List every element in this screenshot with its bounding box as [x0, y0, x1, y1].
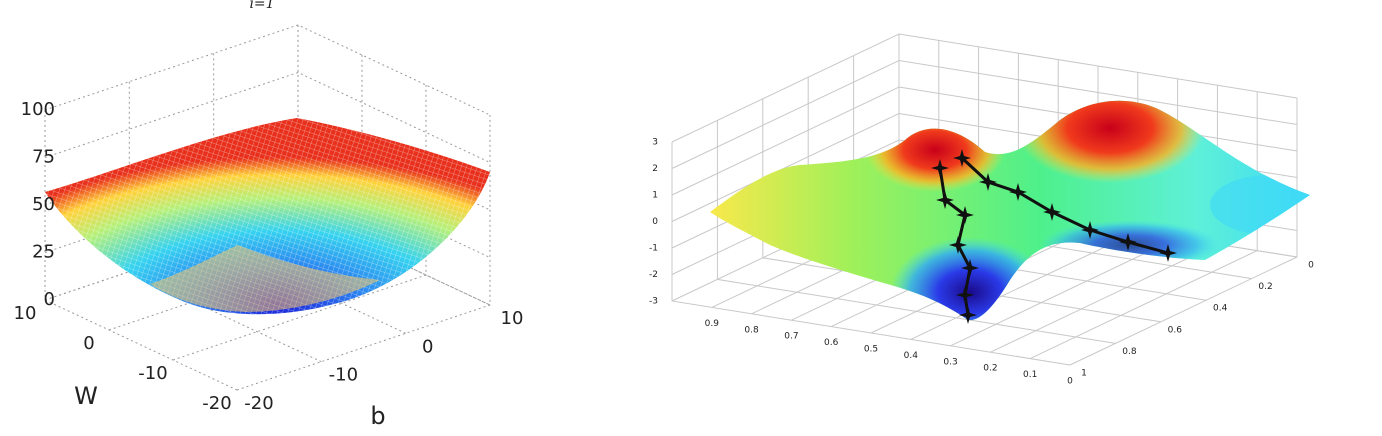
y-axis-label: W [74, 382, 98, 410]
z-tick-label: 1 [652, 191, 658, 201]
x-tick-label: 0 [422, 336, 433, 357]
x-tick-label: 0.7 [784, 332, 798, 342]
z-tick-label: 100 [21, 99, 55, 120]
marker [979, 173, 997, 191]
annotation: i=1 [249, 0, 274, 12]
marker [931, 159, 949, 177]
x-tick-label: -10 [329, 365, 358, 386]
z-tick-label: 0 [44, 289, 55, 310]
x-tick-label: 0.5 [864, 345, 878, 355]
z-tick-label: 2 [652, 164, 658, 174]
grid-line [44, 24, 491, 116]
y-tick-label: 1 [1081, 369, 1087, 379]
z-tick-label: 0 [652, 217, 658, 227]
marker [1009, 183, 1027, 201]
x-tick-label: 0.9 [705, 319, 720, 329]
surface [710, 100, 1310, 321]
grid-line [716, 120, 1116, 344]
z-tick-label: 75 [32, 147, 55, 168]
y-tick-label: 0 [83, 333, 94, 354]
x-tick-label: 0.4 [904, 351, 919, 361]
x-tick-label: 0.6 [824, 338, 839, 348]
x-tick-label: 10 [501, 308, 524, 329]
grid-line [762, 98, 1161, 323]
grid-line [128, 81, 322, 363]
y-tick-label: 0.8 [1122, 347, 1137, 357]
z-tick-label: -3 [649, 297, 658, 307]
surface [45, 118, 490, 315]
z-tick-label: 50 [32, 194, 55, 215]
marker [956, 206, 974, 224]
x-tick-label: 0.2 [983, 364, 997, 374]
marker [1043, 203, 1061, 221]
y-tick-label: 0.4 [1213, 304, 1228, 314]
grid-line [172, 85, 427, 361]
x-tick-label: 0.3 [943, 357, 957, 367]
marker [1159, 244, 1177, 262]
trajectory-markers [931, 149, 1177, 324]
z-tick-label: -1 [649, 244, 658, 254]
y-tick-label: -20 [202, 393, 231, 414]
y-tick-label: -10 [138, 363, 167, 384]
grid-line [671, 142, 1071, 366]
grid-line [236, 115, 491, 391]
y-tick-label: 0 [1308, 261, 1314, 271]
grid-line [671, 33, 1298, 143]
marker [953, 149, 971, 167]
z-tick-label: 25 [32, 242, 55, 263]
x-tick-label: 0.8 [744, 325, 759, 335]
grid-line [44, 71, 491, 163]
marker [961, 259, 979, 277]
x-tick-label: -20 [244, 393, 273, 414]
x-axis-label: b [370, 402, 385, 430]
x-tick-label: 0 [1067, 377, 1073, 387]
z-tick-label: 3 [652, 138, 658, 148]
marker [949, 236, 967, 254]
marker [1119, 233, 1137, 251]
x-tick-label: 0.1 [1023, 370, 1037, 380]
marker [936, 191, 954, 209]
y-tick-label: 0.2 [1258, 282, 1272, 292]
marker [1081, 221, 1099, 239]
marker [959, 306, 977, 324]
z-tick-label: -2 [649, 270, 658, 280]
marker [956, 286, 974, 304]
y-tick-label: 10 [14, 303, 37, 324]
y-tick-label: 0.6 [1168, 325, 1183, 335]
grid-line [213, 53, 406, 334]
